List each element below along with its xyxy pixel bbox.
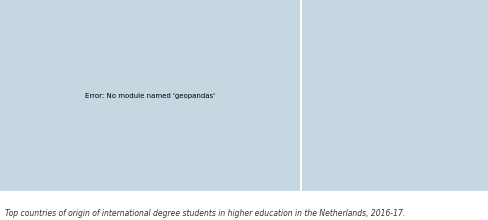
Text: Top countries of origin of international degree students in higher education in : Top countries of origin of international…: [5, 209, 405, 218]
Text: Error: No module named 'geopandas': Error: No module named 'geopandas': [85, 93, 215, 99]
